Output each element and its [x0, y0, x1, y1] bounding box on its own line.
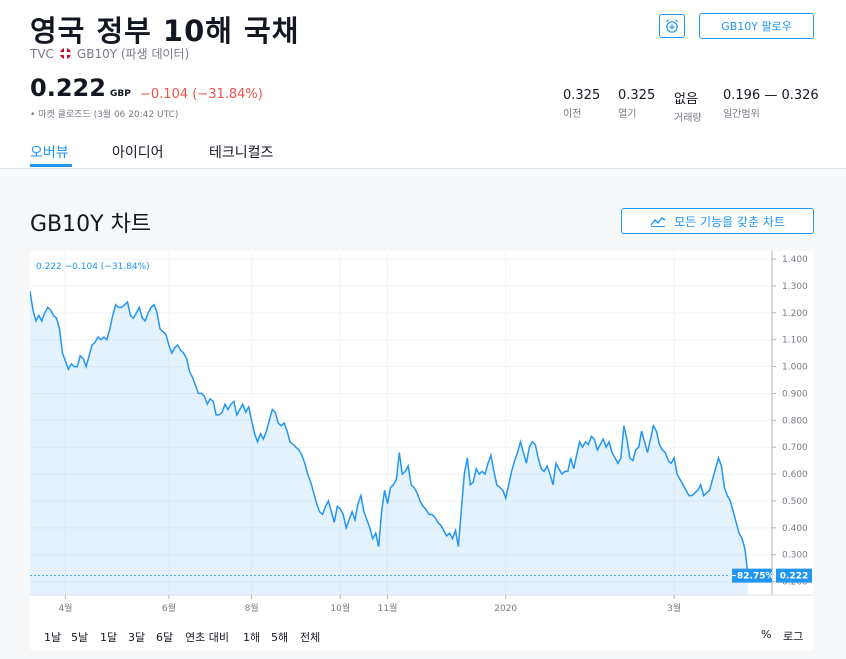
stat-value: 0.196 — 0.326: [723, 88, 819, 103]
x-tick-label: 2020: [494, 604, 517, 614]
percent-change-badge-bg: [732, 568, 772, 583]
alarm-clock-plus-icon: [666, 19, 678, 33]
symbol-header: 영국 정부 10해 국채 TVC GB10Y (파생 데이터) 0.222 GB…: [0, 0, 846, 169]
stat-value: 0.325: [618, 88, 656, 103]
range-all[interactable]: 전체: [300, 631, 321, 644]
y-tick-label: 1.000: [782, 363, 808, 373]
exchange-label: TVC: [30, 46, 54, 61]
chart-line-icon: [650, 217, 666, 227]
range-1d[interactable]: 1날: [44, 631, 62, 644]
y-tick-label: 1.400: [782, 255, 808, 265]
y-tick-label: 0.400: [782, 524, 808, 534]
range-3m[interactable]: 3달: [128, 631, 146, 644]
y-tick-label: 1.200: [782, 309, 808, 319]
y-tick-label: 0.500: [782, 497, 808, 507]
x-tick-label: 6월: [162, 602, 176, 614]
symbol-label: GB10Y (파생 데이터): [76, 47, 190, 61]
active-tab-indicator: [30, 164, 72, 167]
range-5d[interactable]: 5날: [71, 631, 89, 644]
y-tick-label: 1.300: [782, 282, 808, 292]
range-6m[interactable]: 6달: [156, 631, 174, 644]
tab-overview[interactable]: 오버뷰: [30, 145, 69, 161]
market-status: • 마켓 클로즈드 (3월 06 20:42 UTC): [30, 110, 179, 120]
currency-label: GBP: [110, 89, 131, 99]
percent-toggle[interactable]: %: [761, 628, 772, 641]
stat-value: 없음: [674, 92, 698, 107]
range-1m[interactable]: 1달: [100, 631, 118, 644]
chart-area-fill: [30, 291, 748, 595]
log-toggle[interactable]: 로그: [783, 630, 804, 643]
last-price: 0.222: [30, 74, 106, 102]
x-tick-label: 10월: [330, 602, 350, 614]
full-chart-button[interactable]: 모든 기능을 갖춘 차트: [621, 208, 814, 234]
x-tick-label: 8월: [245, 602, 259, 614]
stat-open: 0.325 열기: [618, 88, 655, 120]
x-tick-label: 11월: [378, 602, 398, 614]
chart-title: GB10Y 차트: [30, 212, 152, 237]
last-price-badge: 0.222: [780, 572, 808, 582]
y-tick-label: 0.800: [782, 416, 808, 426]
tab-ideas[interactable]: 아이디어: [112, 145, 164, 161]
stat-prev: 0.325 이전: [563, 88, 600, 120]
full-chart-label: 모든 기능을 갖춘 차트: [674, 214, 785, 229]
range-5y[interactable]: 5해: [271, 631, 289, 644]
x-tick-label: 4월: [58, 602, 72, 614]
x-tick-label: 3월: [667, 602, 681, 614]
stat-day-range: 0.196 — 0.326 일간범위: [723, 88, 819, 120]
chart-series-line: [30, 291, 749, 576]
price-chart[interactable]: 1.400 1.300 1.200 1.100 1.000 0.900 0.800 0.700…: [30, 251, 814, 651]
range-ytd[interactable]: 연초 대비: [185, 631, 229, 644]
stat-volume: 없음 거래량: [674, 88, 702, 124]
stat-value: 0.325: [563, 88, 601, 103]
price-change: −0.104 (−31.84%): [140, 87, 263, 102]
y-tick-label: 1.100: [782, 336, 808, 346]
y-tick-label: 0.700: [782, 443, 808, 453]
stat-label: 이전: [563, 109, 582, 120]
y-tick-label: 0.600: [782, 470, 808, 480]
chart-card: 1.400 1.300 1.200 1.100 1.000 0.900 0.800 0.700…: [30, 251, 814, 651]
stat-label: 일간범위: [723, 109, 760, 120]
alert-button[interactable]: [659, 14, 685, 38]
chart-legend: 0.222 −0.104 (−31.84%): [36, 262, 150, 272]
y-tick-label: 0.900: [782, 389, 808, 399]
symbol-subline: TVC GB10Y (파생 데이터): [30, 45, 189, 62]
tab-technicals[interactable]: 테크니컬즈: [209, 145, 274, 161]
range-1y[interactable]: 1해: [243, 631, 261, 644]
uk-flag-icon: [59, 48, 71, 59]
y-tick-label: 0.300: [782, 551, 808, 561]
page-title: 영국 정부 10해 국채: [30, 14, 300, 48]
percent-change-badge: −82.75%: [729, 572, 774, 582]
last-price-badge-bg: [776, 568, 812, 583]
stat-label: 거래량: [674, 113, 702, 124]
stat-label: 열기: [618, 109, 637, 120]
follow-button[interactable]: GB10Y 팔로우: [699, 13, 814, 39]
